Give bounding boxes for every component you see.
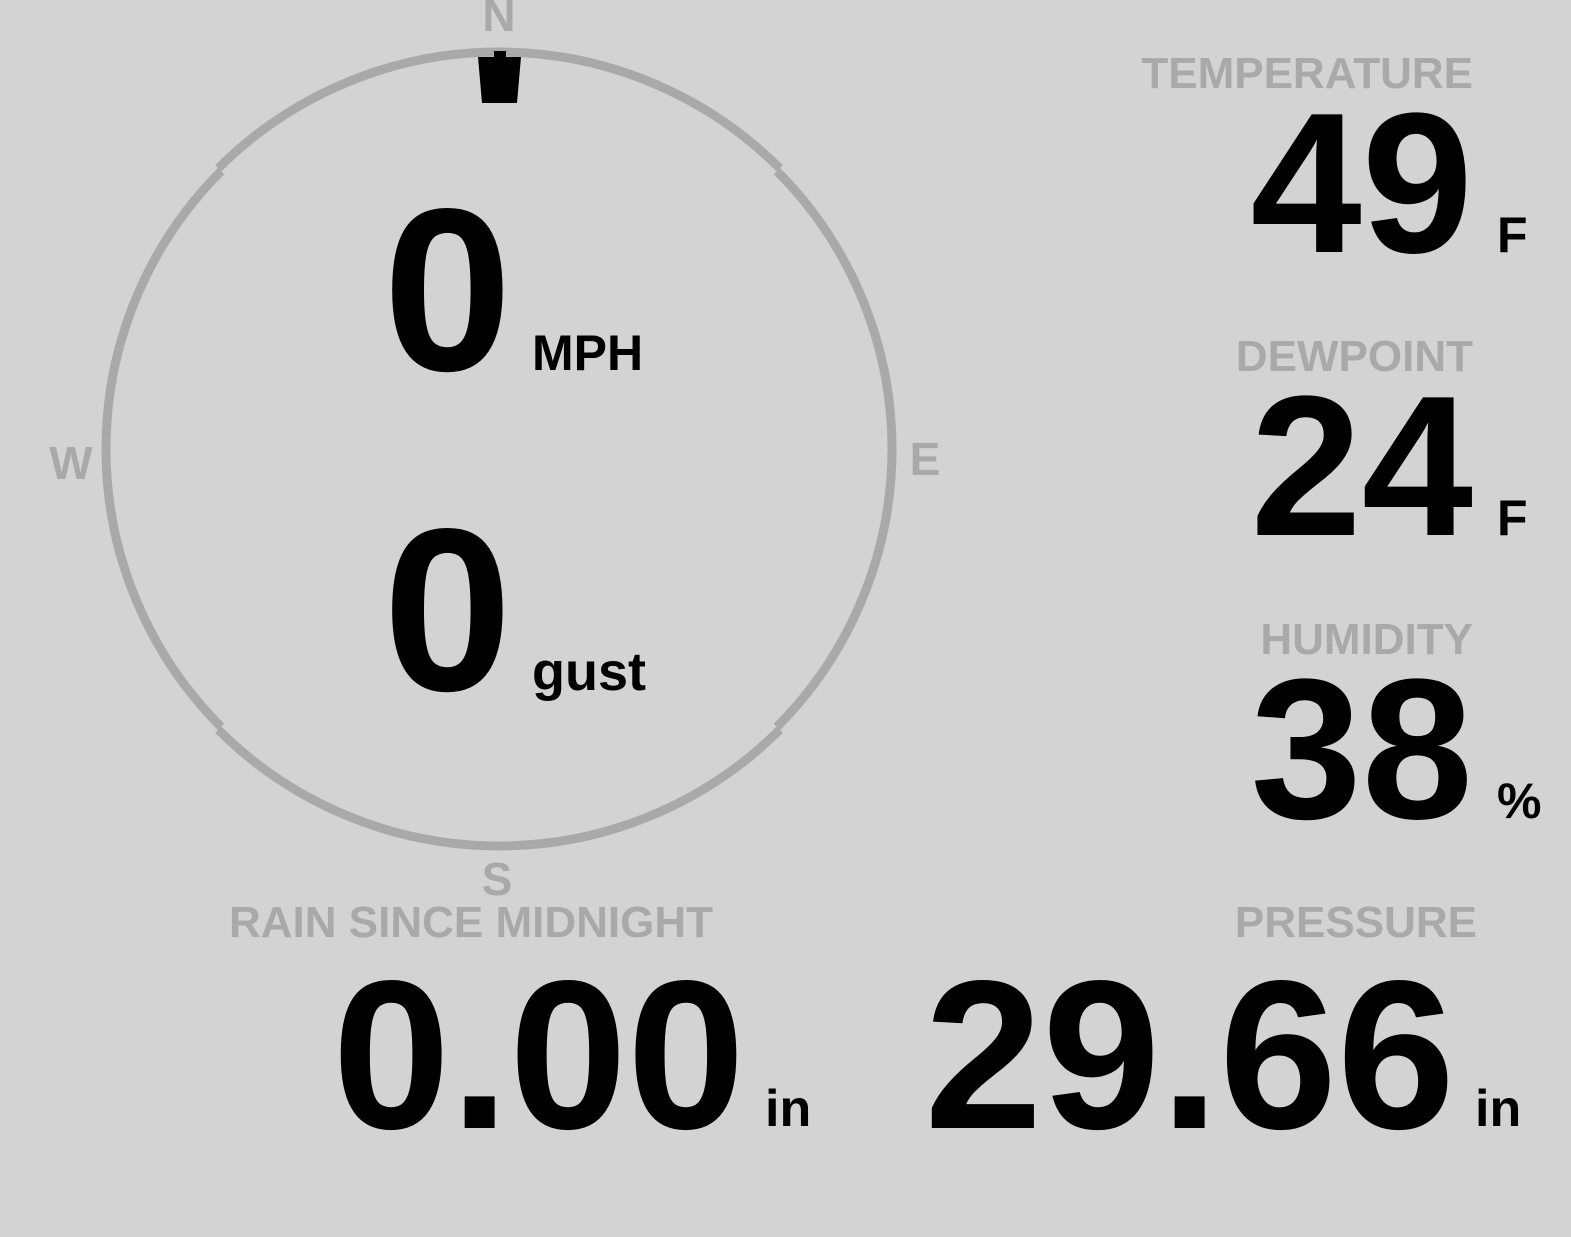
cardinal-north-label: N [482, 0, 516, 41]
rain-label: RAIN SINCE MIDNIGHT [229, 898, 713, 947]
pressure-label: PRESSURE [1234, 898, 1477, 947]
pressure-section: PRESSURE 29.66 in [924, 901, 1521, 1161]
pressure-value: 29.66 [924, 936, 1455, 1173]
humidity-value: 38 [1250, 638, 1473, 861]
wind-speed-value: 0 [383, 161, 513, 420]
dewpoint-unit: F [1497, 490, 1528, 546]
dewpoint-label: DEWPOINT [1235, 332, 1473, 381]
pressure-readout: 29.66 in [924, 949, 1521, 1161]
rain-value: 0.00 [332, 936, 745, 1173]
temperature-section: TEMPERATURE 49 F [1141, 49, 1528, 284]
temperature-readout: 49 F [1141, 84, 1528, 284]
wind-speed-readout: 0 MPH [383, 175, 643, 407]
humidity-section: HUMIDITY 38 % [1251, 615, 1542, 850]
dewpoint-section: DEWPOINT 24 F [1235, 332, 1528, 567]
cardinal-east-label: E [909, 433, 941, 485]
wind-direction-marker [478, 51, 521, 103]
pressure-unit: in [1475, 1080, 1522, 1138]
wind-gust-value: 0 [383, 481, 513, 740]
dewpoint-readout: 24 F [1236, 367, 1528, 567]
cardinal-south-label: S [481, 853, 513, 905]
temperature-value: 49 [1250, 72, 1473, 295]
temperature-label: TEMPERATURE [1141, 49, 1473, 98]
rain-section: RAIN SINCE MIDNIGHT 0.00 in [229, 898, 811, 1161]
humidity-readout: 38 % [1251, 650, 1542, 850]
wind-compass-dial [101, 47, 897, 851]
dewpoint-value: 24 [1250, 355, 1473, 578]
wind-gust-readout: 0 gust [383, 495, 646, 727]
cardinal-west-label: W [49, 437, 93, 489]
temperature-unit: F [1497, 207, 1528, 263]
wind-speed-unit: MPH [532, 325, 644, 381]
wind-gust-unit: gust [532, 642, 647, 702]
humidity-label: HUMIDITY [1260, 615, 1473, 664]
humidity-unit: % [1497, 773, 1542, 829]
rain-readout: 0.00 in [229, 949, 811, 1161]
rain-unit: in [765, 1080, 812, 1138]
